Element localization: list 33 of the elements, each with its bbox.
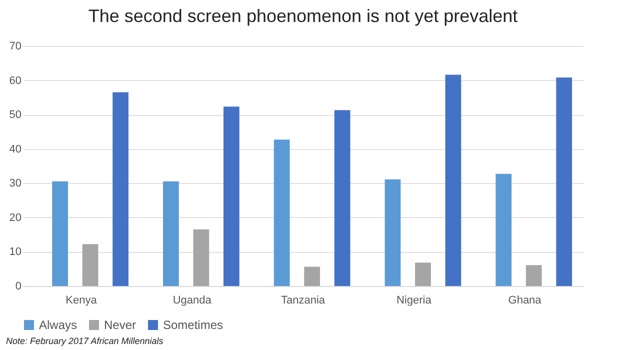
bar bbox=[445, 74, 462, 286]
bar bbox=[556, 78, 572, 286]
y-tick-label: 0 bbox=[15, 280, 22, 292]
legend-label: Sometimes bbox=[163, 318, 224, 332]
bar bbox=[52, 181, 68, 286]
bar bbox=[82, 244, 98, 286]
bar bbox=[384, 179, 401, 286]
x-tick-label: Ghana bbox=[508, 294, 542, 306]
x-tick-label: Nigeria bbox=[396, 294, 432, 306]
bar bbox=[496, 174, 512, 286]
legend-label: Always bbox=[39, 318, 78, 332]
y-tick-label: 40 bbox=[9, 143, 22, 156]
bar bbox=[304, 266, 320, 286]
chart-title: The second screen phoenomenon is not yet prevalent bbox=[88, 6, 518, 26]
y-tick-label: 60 bbox=[9, 74, 22, 87]
y-tick-label: 50 bbox=[9, 109, 22, 122]
bar bbox=[334, 110, 350, 286]
x-tick-label: Kenya bbox=[66, 294, 98, 306]
y-tick-label: 70 bbox=[9, 40, 22, 52]
bar bbox=[193, 229, 210, 286]
y-tick-label: 30 bbox=[9, 178, 22, 190]
bar bbox=[415, 262, 431, 286]
bar bbox=[163, 181, 179, 286]
bar bbox=[526, 265, 542, 286]
bar bbox=[112, 92, 128, 286]
legend-label: Never bbox=[104, 318, 136, 332]
bar bbox=[223, 106, 240, 286]
y-tick-label: 10 bbox=[9, 246, 22, 258]
x-tick-label: Uganda bbox=[172, 294, 212, 306]
y-tick-label: 20 bbox=[9, 212, 22, 224]
x-tick-label: Tanzania bbox=[280, 294, 326, 306]
text: Note: February 2017 African Millennials bbox=[6, 336, 164, 346]
bar bbox=[274, 140, 290, 286]
